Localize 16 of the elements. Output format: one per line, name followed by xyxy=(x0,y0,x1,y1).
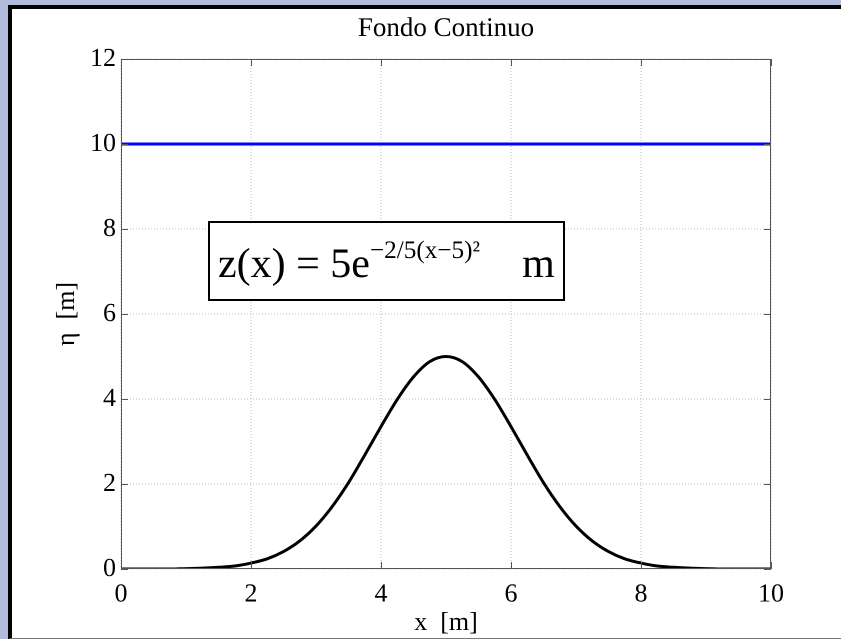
y-axis-title: η [m] xyxy=(50,282,80,346)
x-tick-label: 8 xyxy=(634,578,648,608)
y-tick-label: 4 xyxy=(103,382,116,412)
y-tick-label: 6 xyxy=(103,298,116,327)
y-tick-label: 8 xyxy=(103,212,116,242)
x-tick-label: 10 xyxy=(758,578,784,608)
y-tick-label: 0 xyxy=(103,552,116,582)
x-tick-label: 4 xyxy=(374,578,388,608)
y-tick-label: 2 xyxy=(103,468,116,497)
chart-title: Fondo Continuo xyxy=(358,12,534,42)
y-tick-label: 12 xyxy=(90,42,116,72)
x-tick-label: 2 xyxy=(244,578,258,608)
y-tick-label: 10 xyxy=(90,128,116,157)
text: z(x) = 5e$^{−2/5(x−5)²}$ m xyxy=(218,237,555,287)
x-tick-label: 6 xyxy=(504,578,518,608)
x-axis-title: x [m] xyxy=(414,606,478,636)
